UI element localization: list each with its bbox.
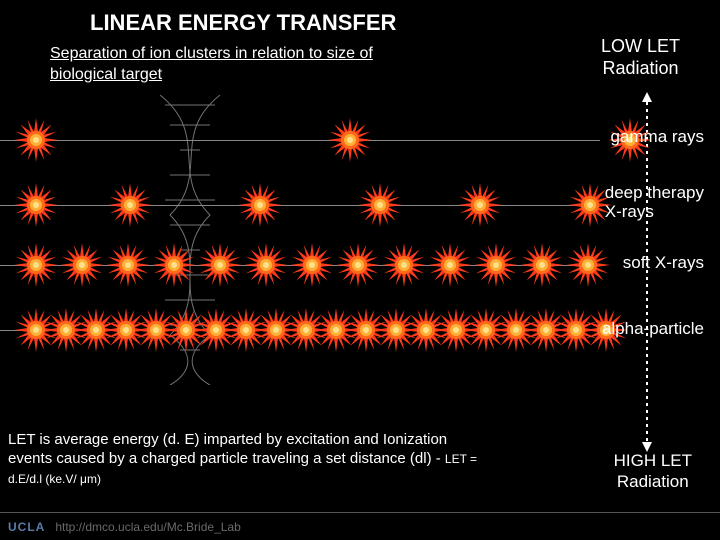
track-line [0, 140, 600, 141]
ion-burst-icon [458, 183, 502, 227]
slide-title: LINEAR ENERGY TRANSFER [90, 10, 396, 36]
footer-url: http://dmco.ucla.edu/Mc.Bride_Lab [55, 520, 240, 534]
ion-burst-icon [382, 243, 426, 287]
ion-burst-icon [358, 183, 402, 227]
ion-burst-icon [336, 243, 380, 287]
ion-burst-icon [106, 243, 150, 287]
slide-subtitle: Separation of ion clusters in relation t… [50, 44, 390, 86]
row-label-gamma: gamma rays [610, 128, 704, 147]
ion-burst-icon [290, 243, 334, 287]
ion-burst-icon [328, 118, 372, 162]
ion-burst-icon [60, 243, 104, 287]
ion-burst-icon [244, 243, 288, 287]
low-let-line2: Radiation [602, 58, 678, 78]
row-label-soft-xray: soft X-rays [623, 254, 704, 273]
row-label-alpha: alpha-particle [602, 320, 704, 339]
ion-burst-icon [520, 243, 564, 287]
footer-bar: UCLA http://dmco.ucla.edu/Mc.Bride_Lab [0, 512, 720, 540]
ion-burst-icon [428, 243, 472, 287]
high-let-line1: HIGH LET [614, 451, 692, 470]
ion-burst-icon [566, 243, 610, 287]
track-line [0, 205, 600, 206]
let-definition: LET is average energy (d. E) imparted by… [8, 430, 488, 489]
definition-text: LET is average energy (d. E) imparted by… [8, 431, 447, 468]
low-let-label: LOW LET Radiation [601, 36, 680, 79]
ion-burst-icon [14, 243, 58, 287]
ion-burst-icon [108, 183, 152, 227]
ion-burst-icon [474, 243, 518, 287]
arrow-up-icon [642, 92, 652, 102]
ion-burst-icon [14, 118, 58, 162]
row-label-deep-xray: deep therapyX-rays [605, 184, 704, 221]
ion-burst-icon [152, 243, 196, 287]
ucla-logo: UCLA [8, 520, 45, 534]
high-let-label: HIGH LET Radiation [614, 451, 692, 492]
high-let-line2: Radiation [617, 472, 689, 491]
ion-burst-icon [14, 183, 58, 227]
low-let-line1: LOW LET [601, 36, 680, 56]
ion-burst-icon [198, 243, 242, 287]
ion-burst-icon [238, 183, 282, 227]
